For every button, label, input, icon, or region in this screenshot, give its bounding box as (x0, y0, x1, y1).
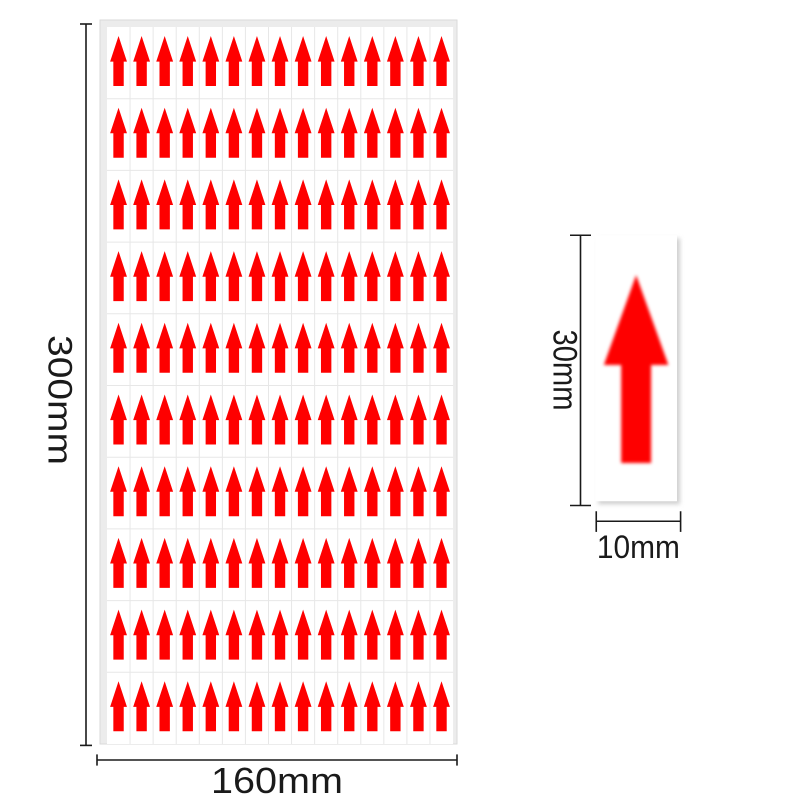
svg-text:300mm: 300mm (40, 335, 78, 465)
svg-text:30mm: 30mm (546, 330, 584, 411)
svg-text:160mm: 160mm (211, 760, 343, 800)
svg-text:10mm: 10mm (597, 529, 680, 565)
